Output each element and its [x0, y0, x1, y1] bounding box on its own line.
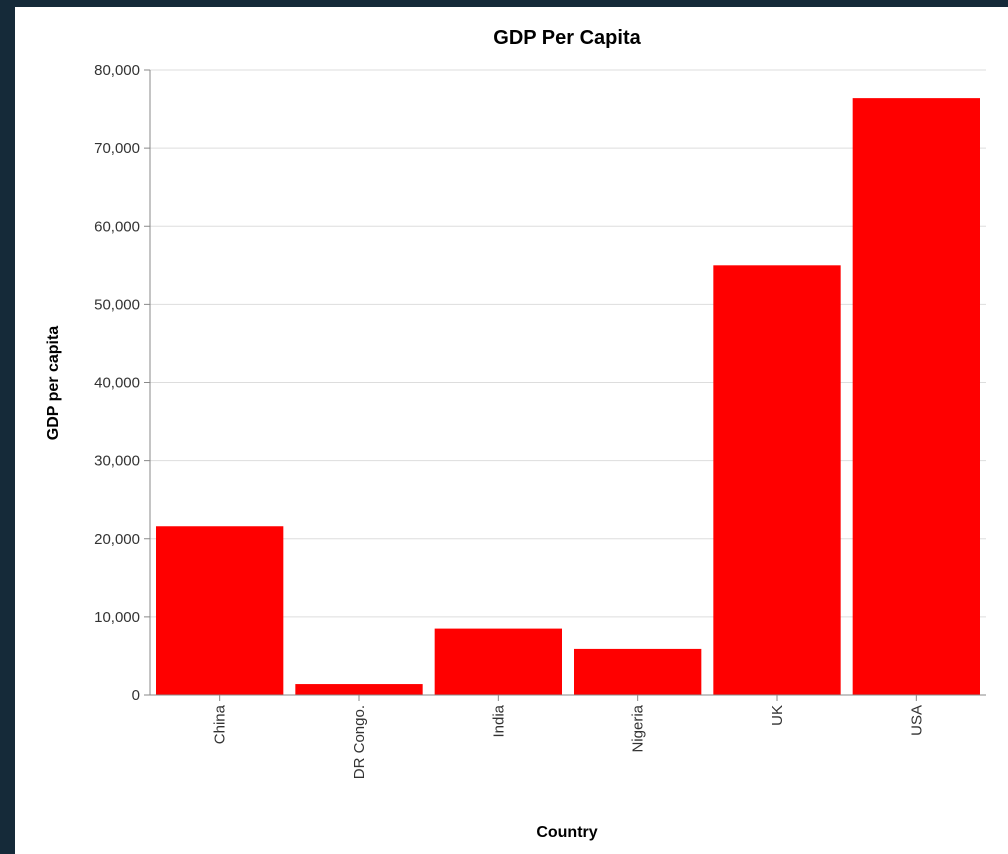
- y-tick-label: 0: [132, 687, 140, 704]
- x-axis: China DR Congo. India Nigeria UK USA: [150, 694, 986, 779]
- x-tick-label: DR Congo.: [351, 705, 368, 779]
- y-axis-title: GDP per capita: [45, 326, 62, 441]
- x-tick-label: India: [490, 704, 507, 737]
- bar-china: [156, 526, 284, 695]
- x-tick-label: Nigeria: [630, 704, 647, 752]
- y-tick-label: 50,000: [94, 296, 140, 313]
- y-tick-label: 40,000: [94, 375, 140, 392]
- y-tick-label: 10,000: [94, 609, 140, 626]
- y-tick-label: 20,000: [94, 531, 140, 548]
- x-axis-title: Country: [536, 824, 597, 841]
- bars: [156, 98, 980, 695]
- chart-title: GDP Per Capita: [493, 27, 641, 49]
- x-tick-label: China: [212, 704, 229, 744]
- bar-nigeria: [574, 648, 702, 695]
- bar-dr-congo: [295, 684, 423, 695]
- y-tick-label: 60,000: [94, 218, 140, 235]
- gridlines: [150, 69, 986, 618]
- x-tick-label: UK: [769, 705, 786, 726]
- bar-india: [434, 628, 562, 695]
- y-tick-label: 70,000: [94, 140, 140, 157]
- y-tick-label: 30,000: [94, 453, 140, 470]
- x-tick-label: USA: [908, 705, 925, 736]
- y-tick-label: 80,000: [94, 62, 140, 79]
- bar-usa: [852, 98, 980, 695]
- y-axis: 0 10,000 20,000 30,000 40,000 50,000 60,000 70,…: [94, 62, 151, 704]
- bar-uk: [713, 265, 841, 695]
